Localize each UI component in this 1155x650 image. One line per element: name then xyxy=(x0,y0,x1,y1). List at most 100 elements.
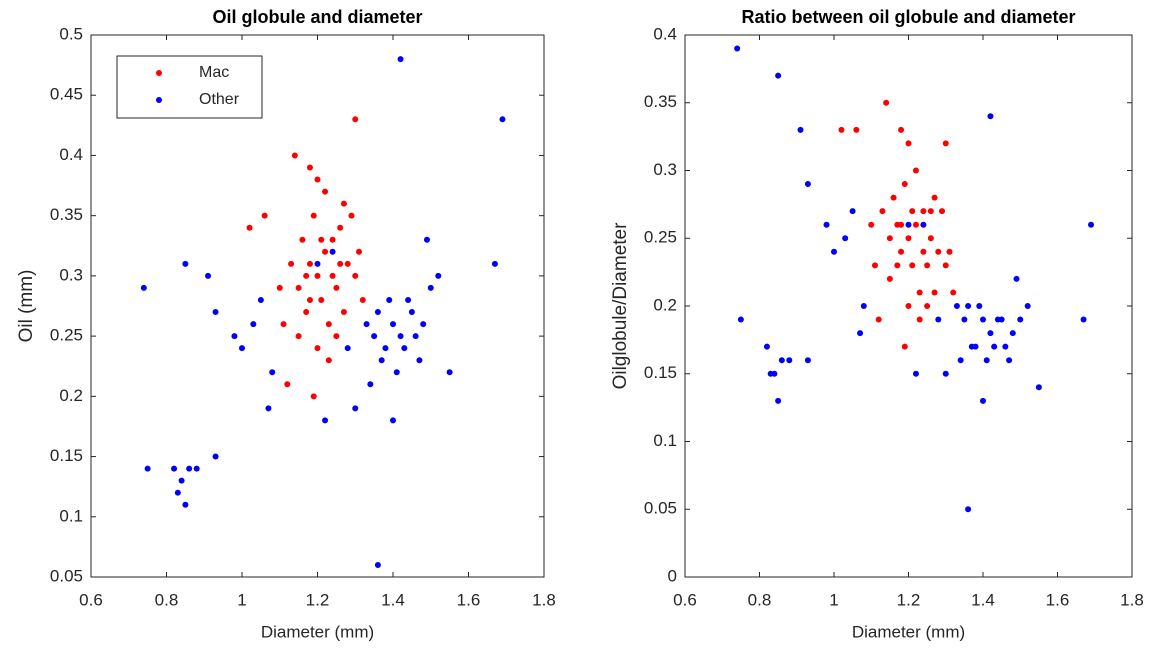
point xyxy=(916,316,923,323)
point xyxy=(931,289,938,296)
point xyxy=(408,309,415,316)
point xyxy=(291,152,298,159)
point xyxy=(804,181,811,188)
point xyxy=(778,357,785,364)
point xyxy=(831,248,837,255)
point xyxy=(920,208,927,215)
y-tick-label: 0.45 xyxy=(50,85,83,104)
point xyxy=(171,465,178,472)
point xyxy=(905,235,912,242)
point xyxy=(898,126,905,133)
point xyxy=(875,316,882,323)
point xyxy=(905,221,912,228)
point xyxy=(390,417,396,424)
point xyxy=(435,272,442,279)
point xyxy=(968,343,975,350)
point xyxy=(186,465,193,472)
point xyxy=(1013,275,1020,282)
point xyxy=(935,248,942,255)
point xyxy=(894,221,901,228)
point xyxy=(329,236,336,243)
point xyxy=(280,321,287,328)
point xyxy=(356,248,363,255)
point xyxy=(423,236,430,243)
point xyxy=(1006,357,1013,364)
point xyxy=(250,321,257,328)
point xyxy=(797,126,804,133)
point xyxy=(420,321,427,328)
legend: Mac Other xyxy=(116,55,263,119)
point xyxy=(306,260,313,267)
point xyxy=(371,333,378,340)
point xyxy=(737,316,744,323)
point xyxy=(288,260,295,267)
x-axis-label: Diameter (mm) xyxy=(261,622,374,641)
point xyxy=(144,465,151,472)
point xyxy=(924,303,931,309)
point xyxy=(1017,316,1024,323)
chart-title: Ratio between oil globule and diameter xyxy=(741,7,1075,27)
point xyxy=(310,393,317,400)
point xyxy=(871,262,878,269)
point xyxy=(991,343,998,350)
point xyxy=(416,357,423,364)
y-tick-label: 0.15 xyxy=(50,446,83,465)
point xyxy=(898,248,905,255)
point xyxy=(901,181,908,188)
legend-marker xyxy=(156,97,162,103)
point xyxy=(340,200,347,207)
y-tick-label: 0.25 xyxy=(50,326,83,345)
y-tick-label: 0.15 xyxy=(644,363,677,382)
x-tick-label: 1.6 xyxy=(457,590,481,609)
x-tick-label: 0.8 xyxy=(155,590,179,609)
x-tick-label: 1 xyxy=(829,590,838,609)
x-tick-label: 1.4 xyxy=(381,590,405,609)
point xyxy=(374,561,381,568)
y-tick-label: 0.4 xyxy=(653,24,677,43)
y-tick-label: 0.05 xyxy=(644,499,677,518)
point xyxy=(367,381,374,388)
plot-area xyxy=(91,35,544,577)
point xyxy=(920,221,927,228)
point xyxy=(299,236,306,243)
point xyxy=(857,330,864,337)
point xyxy=(939,208,946,215)
point xyxy=(325,357,332,364)
point xyxy=(987,113,994,120)
point xyxy=(325,321,332,328)
point xyxy=(905,140,912,147)
point xyxy=(182,260,189,267)
point xyxy=(276,284,283,291)
point xyxy=(946,248,953,255)
x-tick-label: 1.4 xyxy=(971,590,995,609)
point xyxy=(352,116,359,123)
point xyxy=(405,296,412,303)
point xyxy=(314,272,321,279)
point xyxy=(734,45,741,52)
x-tick-label: 1.2 xyxy=(897,590,921,609)
point xyxy=(382,345,389,352)
y-tick-label: 0.5 xyxy=(59,24,83,43)
point xyxy=(942,262,949,269)
point xyxy=(306,164,313,171)
x-tick-label: 1.2 xyxy=(306,590,330,609)
point xyxy=(965,303,972,309)
y-axis-label: Oil (mm) xyxy=(16,270,37,343)
y-axis-label: Oilglobule/Diameter xyxy=(610,222,631,390)
point xyxy=(1088,221,1095,228)
point xyxy=(446,369,453,376)
point xyxy=(174,489,181,496)
point xyxy=(909,208,916,215)
point xyxy=(957,357,964,364)
point xyxy=(916,289,923,296)
y-tick-label: 0.3 xyxy=(59,265,83,284)
y-tick-label: 0.35 xyxy=(644,92,677,111)
y-tick-label: 0 xyxy=(668,566,677,585)
point xyxy=(261,212,268,219)
y-tick-label: 0.3 xyxy=(653,160,677,179)
point xyxy=(953,303,960,309)
point xyxy=(318,296,325,303)
point xyxy=(352,405,359,412)
point xyxy=(950,289,957,296)
point xyxy=(890,194,897,201)
